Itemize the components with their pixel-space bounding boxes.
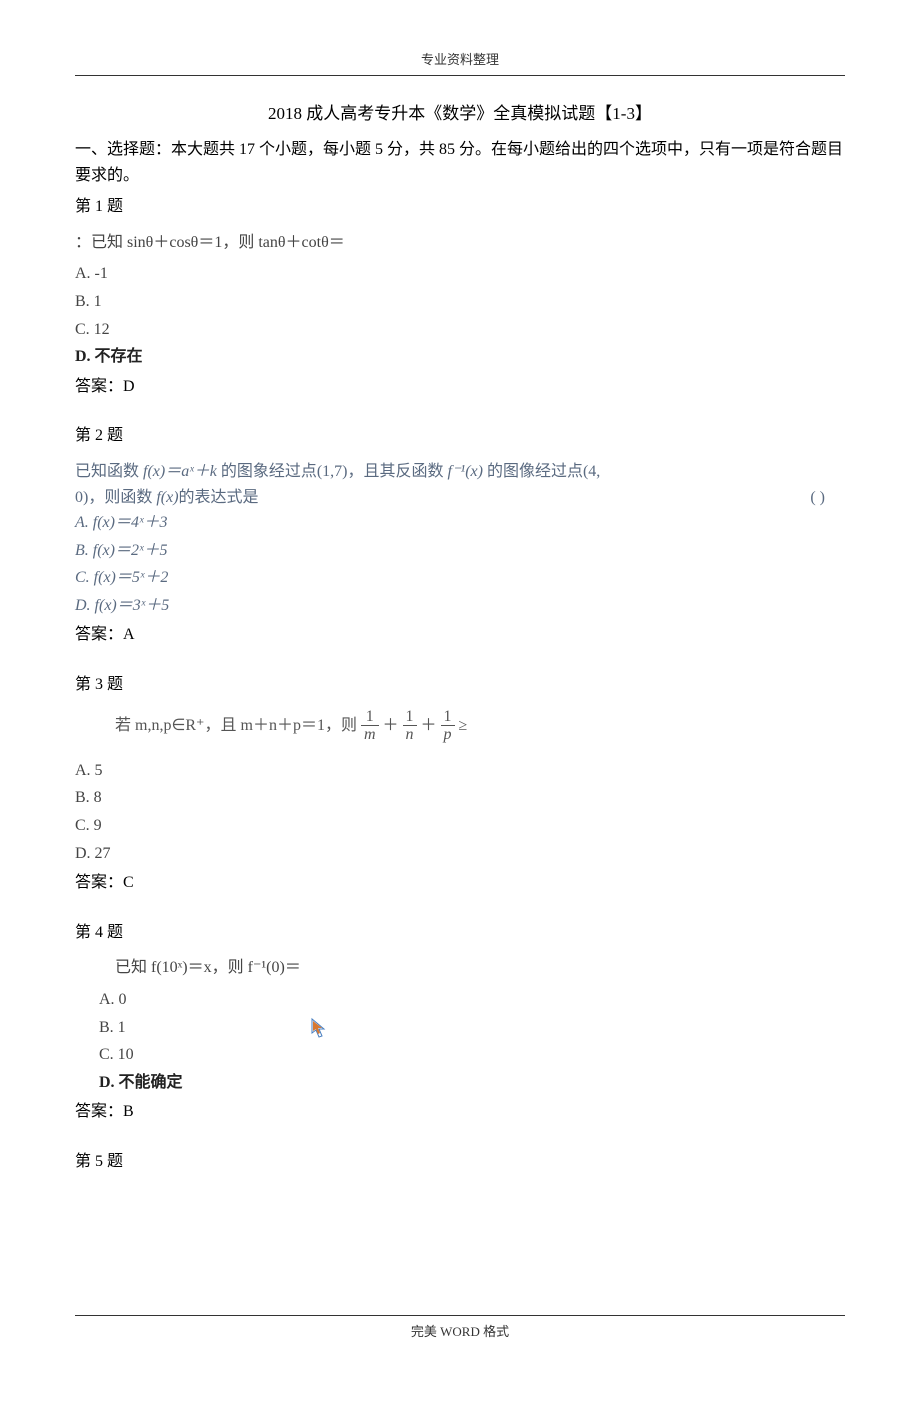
q3-number: 第 3 题 [75, 672, 845, 698]
q1-option-d: D. 不存在 [75, 344, 845, 370]
q4-option-b-text: B. 1 [99, 1019, 126, 1036]
footer-text: 完美 WORD 格式 [75, 1322, 845, 1343]
q3-text: 若 m,n,p∈R⁺，且 m＋n＋p＝1，则 1m ＋ 1n ＋ 1p ≥ [75, 708, 845, 744]
q2-l2-b: f(x) [156, 489, 178, 506]
q1-text: ：已知 sinθ＋cosθ＝1，则 tanθ＋cotθ＝ [75, 230, 845, 256]
q2-text-line1: 已知函数 f(x)＝aˣ＋k 的图象经过点(1,7)，且其反函数 f⁻¹(x) … [75, 459, 845, 485]
q1-answer: 答案：D [75, 374, 845, 400]
q4-option-a: A. 0 [75, 987, 845, 1013]
q1-option-a: A. -1 [75, 261, 845, 287]
q3-frac-3: 1p [441, 708, 455, 744]
q2-paren: ( ) [810, 485, 825, 511]
q3-option-d: D. 27 [75, 841, 845, 867]
header-rule [75, 75, 845, 76]
q1-option-c: C. 12 [75, 317, 845, 343]
q2-option-b: B. f(x)＝2ˣ＋5 [75, 538, 845, 564]
q5-number: 第 5 题 [75, 1149, 845, 1175]
q3-option-b: B. 8 [75, 785, 845, 811]
q1-number: 第 1 题 [75, 194, 845, 220]
q3-answer: 答案：C [75, 870, 845, 896]
cursor-icon [310, 1017, 328, 1039]
q4-text: 已知 f(10ˣ)＝x，则 f⁻¹(0)＝ [75, 955, 845, 981]
q2-l1-b: f(x)＝aˣ＋k [143, 463, 217, 480]
footer-rule [75, 1315, 845, 1316]
q2-l1-c: 的图象经过点(1,7)，且其反函数 [217, 463, 448, 480]
q2-option-d: D. f(x)＝3ˣ＋5 [75, 593, 845, 619]
q2-l1-a: 已知函数 [75, 463, 143, 480]
q2-option-c: C. f(x)＝5ˣ＋2 [75, 565, 845, 591]
q2-answer: 答案：A [75, 622, 845, 648]
q2-text-line2: 0)，则函数 f(x)的表达式是 ( ) [75, 485, 845, 511]
q3-suffix: ≥ [459, 716, 468, 733]
q2-l2-a: 0)，则函数 [75, 489, 156, 506]
q3-option-a: A. 5 [75, 758, 845, 784]
q4-option-d: D. 不能确定 [75, 1070, 845, 1096]
section-instructions: 一、选择题：本大题共 17 个小题，每小题 5 分，共 85 分。在每小题给出的… [75, 137, 845, 188]
q2-l1-d: f⁻¹(x) [448, 463, 483, 480]
q3-prefix: 若 m,n,p∈R⁺，且 m＋n＋p＝1，则 [115, 716, 357, 733]
header-text: 专业资料整理 [75, 50, 845, 71]
q1-option-b: B. 1 [75, 289, 845, 315]
document-title: 2018 成人高考专升本《数学》全真模拟试题【1-3】 [75, 100, 845, 127]
q4-option-b: B. 1 [75, 1015, 845, 1041]
q2-l2-c: 的表达式是 [179, 489, 259, 506]
q4-number: 第 4 题 [75, 920, 845, 946]
q2-number: 第 2 题 [75, 423, 845, 449]
q3-frac-1: 1m [361, 708, 379, 744]
q2-option-a: A. f(x)＝4ˣ＋3 [75, 510, 845, 536]
q3-frac-2: 1n [403, 708, 417, 744]
q2-block: 已知函数 f(x)＝aˣ＋k 的图象经过点(1,7)，且其反函数 f⁻¹(x) … [75, 459, 845, 619]
q2-l1-e: 的图像经过点(4, [483, 463, 600, 480]
q3-option-c: C. 9 [75, 813, 845, 839]
q4-answer: 答案：B [75, 1099, 845, 1125]
q4-option-c: C. 10 [75, 1042, 845, 1068]
